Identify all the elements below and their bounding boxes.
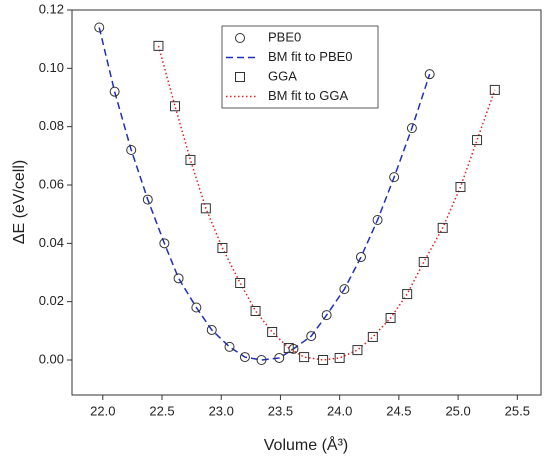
point [191, 302, 202, 313]
y-tick-label: 0.10 [39, 60, 64, 75]
x-tick-label: 25.0 [445, 403, 470, 418]
point [437, 222, 448, 233]
point [126, 145, 137, 155]
fit-line [98, 27, 431, 361]
legend-label: PBE0 [268, 29, 301, 44]
point [94, 22, 105, 33]
point [256, 355, 267, 365]
point [306, 331, 317, 342]
point [406, 123, 417, 134]
legend-marker [235, 33, 245, 43]
y-tick-label: 0.08 [39, 118, 64, 133]
point [109, 86, 120, 97]
point [455, 182, 466, 193]
point [159, 238, 170, 249]
point [339, 284, 350, 295]
point [334, 352, 345, 363]
plot-frame [71, 9, 542, 396]
x-tick-label: 24.0 [327, 403, 352, 418]
y-axis-label: ΔE (eV/cell) [11, 160, 28, 244]
point [217, 243, 228, 253]
point [235, 278, 246, 288]
point [173, 273, 184, 284]
x-axis-label: Volume (Å³) [264, 435, 348, 454]
point [299, 352, 310, 363]
point [239, 352, 250, 363]
point [318, 355, 329, 365]
point [424, 69, 435, 80]
point [402, 289, 413, 300]
y-tick-label: 0.02 [39, 293, 64, 308]
point [153, 40, 164, 51]
y-tick-label: 0.06 [39, 176, 64, 191]
point [224, 341, 235, 352]
point [389, 172, 400, 183]
point [250, 306, 261, 316]
point [472, 135, 483, 146]
y-tick-label: 0.04 [39, 235, 64, 250]
point [321, 310, 332, 321]
point [185, 154, 196, 165]
point [418, 257, 429, 267]
y-tick-label: 0.00 [39, 351, 64, 366]
point [267, 327, 278, 337]
point [355, 252, 366, 263]
point [352, 345, 363, 356]
point [142, 194, 153, 205]
point [385, 313, 396, 323]
point [367, 331, 378, 342]
legend-box [221, 25, 379, 109]
point [200, 203, 211, 214]
legend-marker [235, 72, 245, 82]
x-tick-label: 23.5 [268, 403, 293, 418]
x-tick-label: 24.5 [386, 403, 411, 418]
point [274, 352, 285, 363]
legend-label: BM fit to PBE0 [268, 49, 353, 64]
x-tick-label: 22.5 [149, 403, 174, 418]
x-tick-label: 23.0 [209, 403, 234, 418]
point [283, 343, 294, 354]
point [489, 84, 500, 95]
x-tick-label: 22.0 [90, 403, 115, 418]
legend-label: GGA [268, 68, 297, 83]
y-tick-label: 0.12 [39, 1, 64, 16]
point [372, 215, 383, 225]
point [206, 324, 217, 335]
x-tick-label: 25.5 [505, 403, 530, 418]
legend-label: BM fit to GGA [268, 88, 349, 103]
point [170, 101, 181, 112]
